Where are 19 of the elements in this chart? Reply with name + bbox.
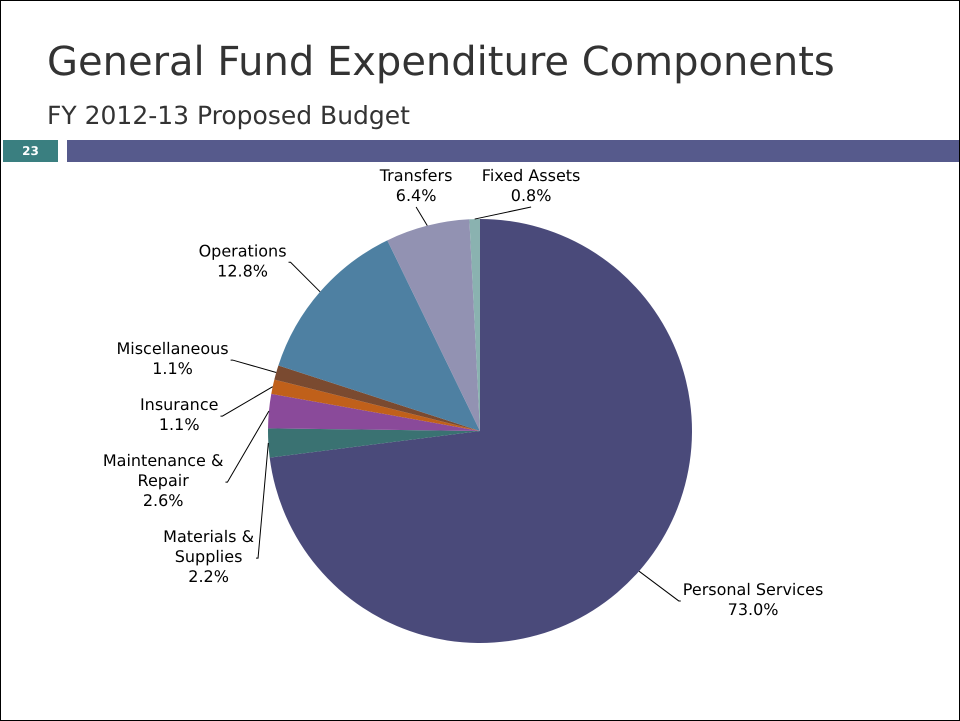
slice-label: Operations	[198, 241, 287, 260]
data-label: 6.4%	[396, 186, 436, 206]
data-label: 0.8%	[510, 186, 552, 206]
data-label: 73.0%	[728, 600, 778, 620]
data-label: 2.2%	[188, 567, 229, 586]
chart-subtitle: FY 2012-13 Proposed Budget	[47, 101, 410, 130]
slice-label: Fixed Assets	[482, 166, 580, 186]
data-label: 1.1%	[158, 415, 200, 434]
slice-label: Insurance	[140, 395, 218, 414]
slice-label: Personal Services	[682, 580, 824, 600]
slice-label: Miscellaneous	[116, 339, 229, 358]
data-label: 2.6%	[142, 491, 184, 510]
slice-label: Transfers	[378, 166, 452, 186]
slice-label: Materials & Supplies	[163, 527, 254, 566]
data-label: 12.8%	[217, 261, 268, 280]
data-label: 1.1%	[152, 359, 193, 378]
chart-title: General Fund Expenditure Components	[47, 39, 835, 85]
text: 23	[3, 140, 58, 162]
slice-label: Maintenance & Repair	[102, 451, 224, 490]
